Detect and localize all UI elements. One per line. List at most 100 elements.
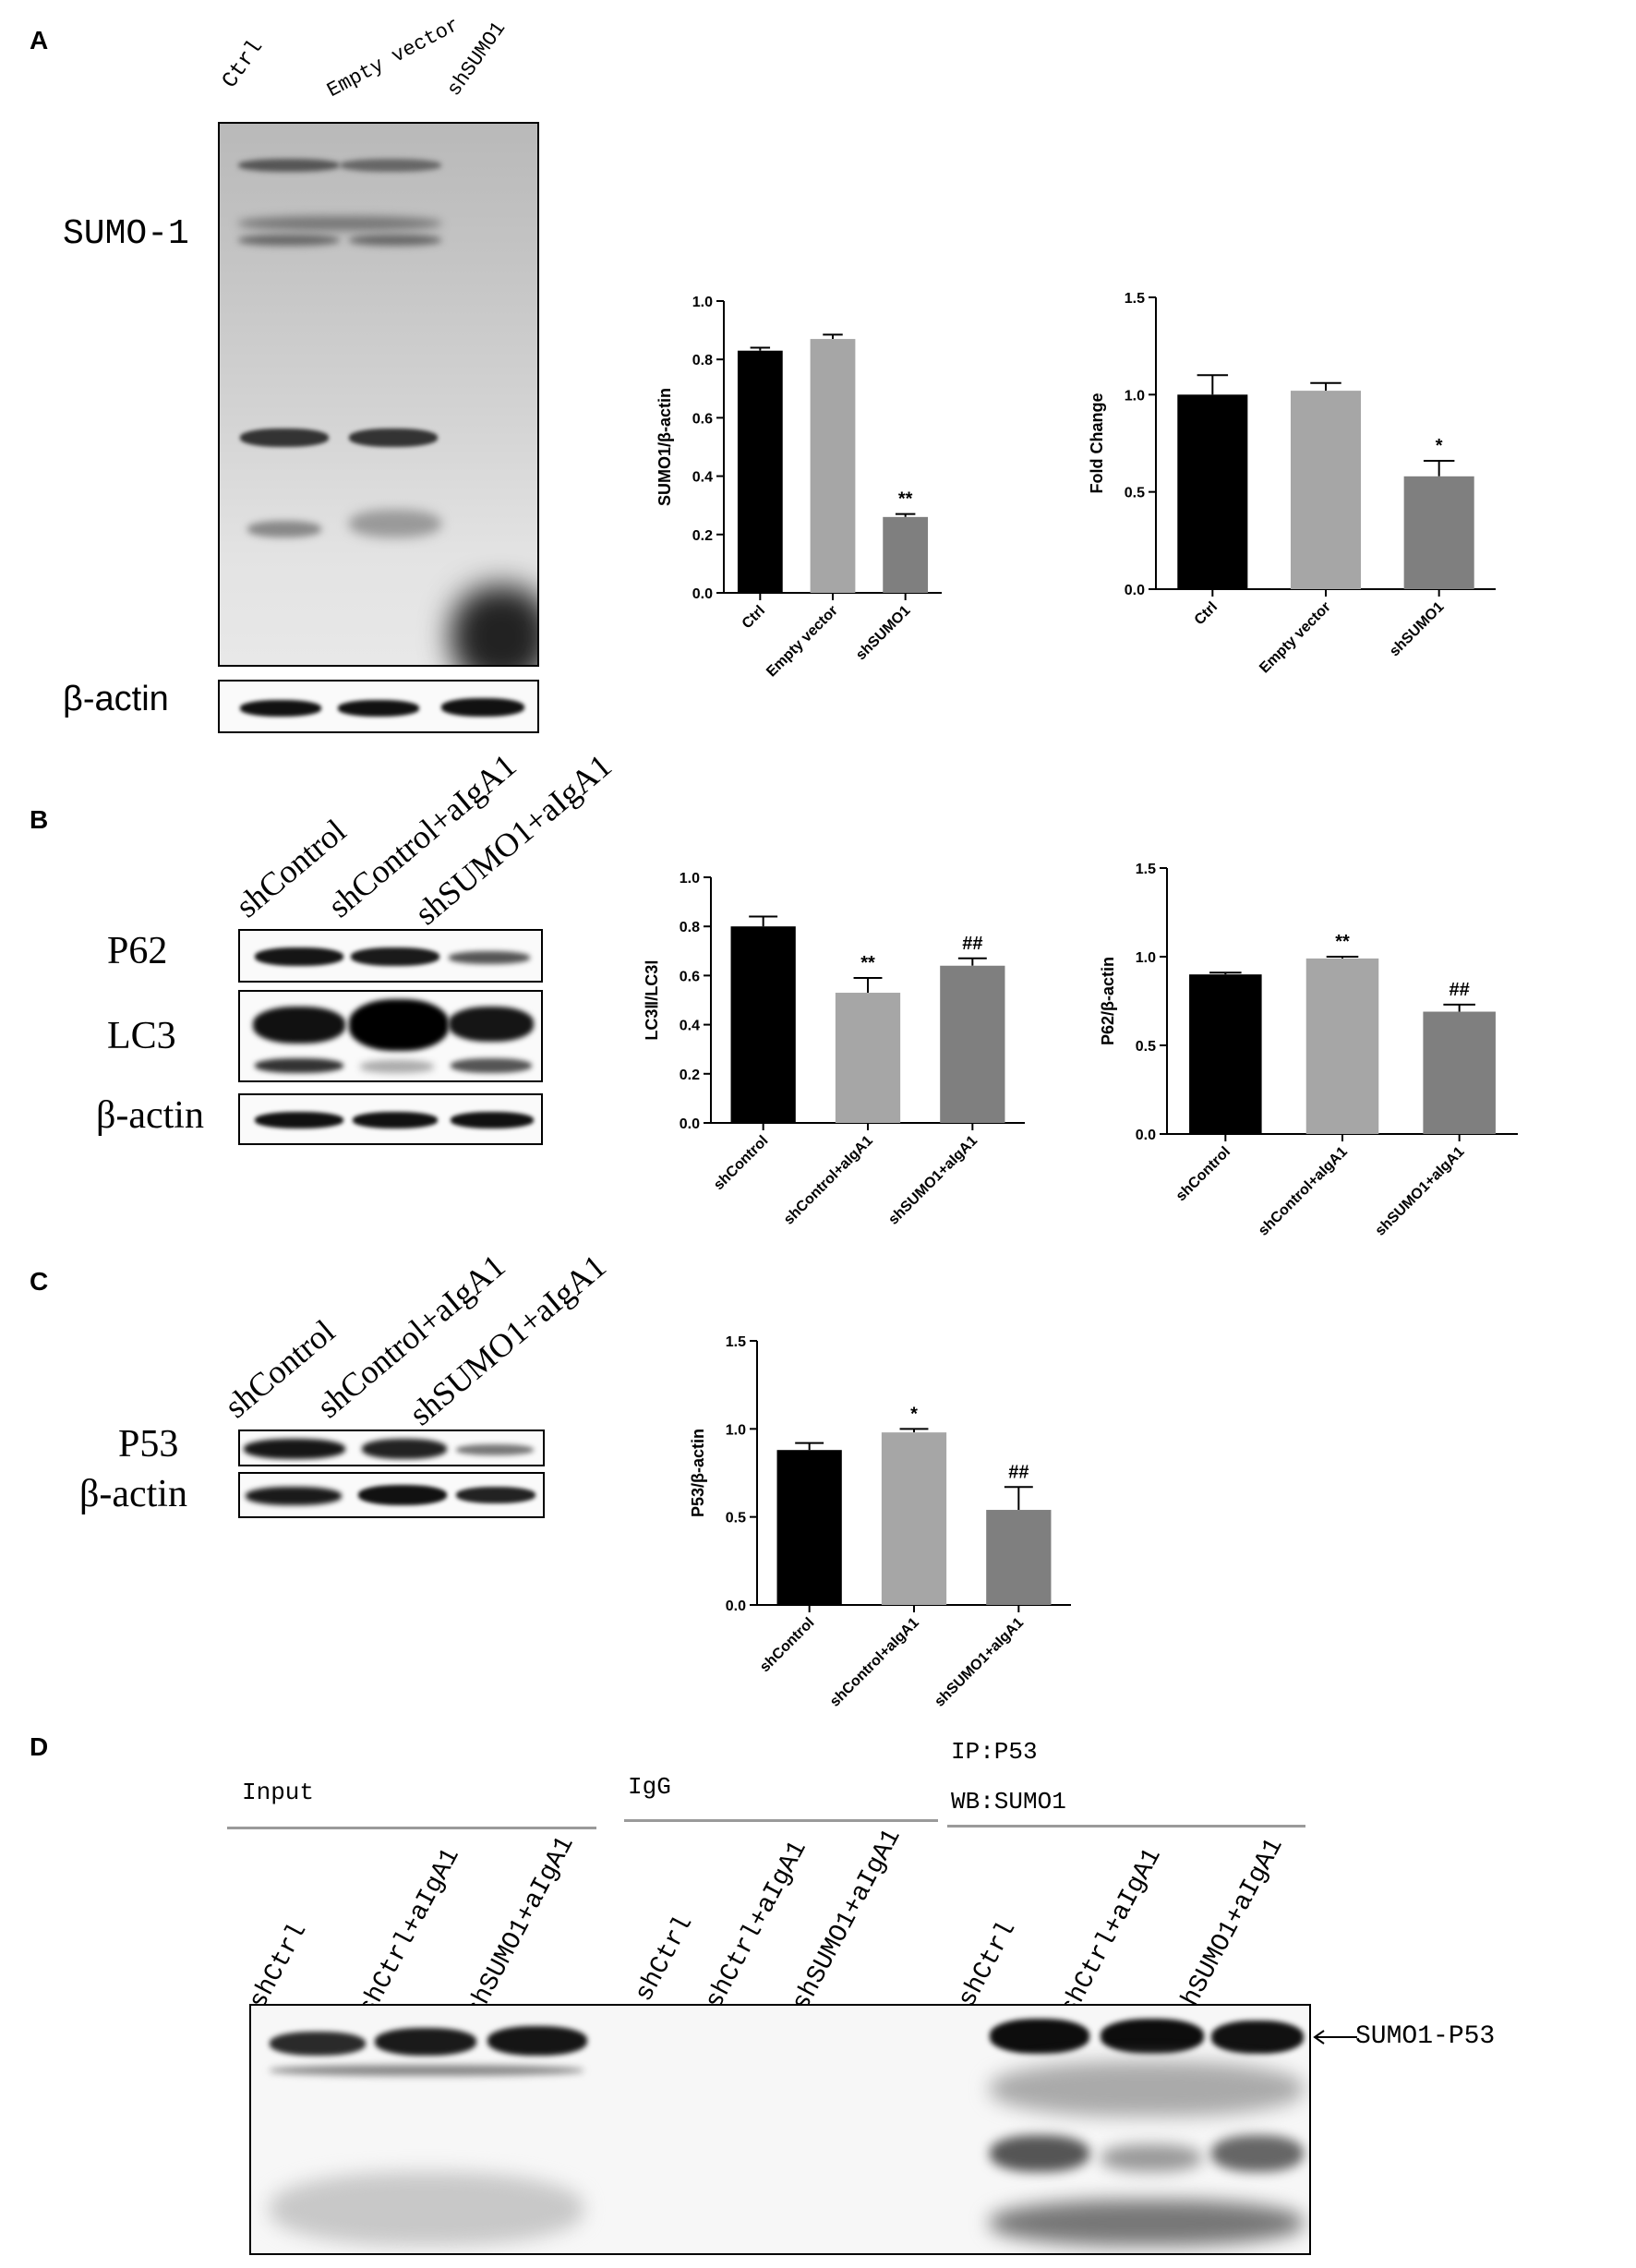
blot-band [451, 1058, 532, 1073]
significance-label: * [910, 1404, 918, 1424]
y-tick-label: 0.8 [680, 920, 700, 935]
blot-band [456, 1487, 535, 1503]
bar [883, 516, 929, 593]
y-tick-label: 1.5 [726, 1334, 746, 1350]
group-underline [624, 1819, 938, 1822]
bar [810, 339, 856, 593]
y-tick-label: 0.5 [1136, 1039, 1156, 1055]
sumo1-blot [218, 122, 539, 667]
y-tick-label: 1.0 [1125, 388, 1145, 404]
y-tick-label: 1.0 [680, 871, 700, 887]
beta-actin-blot-c [238, 1472, 545, 1518]
y-tick-label: 0.8 [692, 353, 713, 368]
blot-band [238, 216, 441, 231]
ip-blot [249, 2004, 1311, 2255]
bar [1423, 1011, 1496, 1134]
blot-band [247, 521, 321, 537]
group-label-ip: IP:P53 [951, 1738, 1038, 1766]
blot-band [349, 428, 438, 447]
y-tick-label: 0.5 [1125, 486, 1145, 501]
blot-band [1101, 2144, 1202, 2172]
blot-band [255, 1112, 343, 1128]
bar [881, 1432, 947, 1605]
group-label-wb: WB:SUMO1 [951, 1788, 1066, 1816]
blot-band [362, 1439, 447, 1459]
x-tick-label: shControl [757, 1615, 817, 1675]
row-label-sumo1: SUMO-1 [63, 214, 189, 254]
group-label-input: Input [242, 1779, 315, 1806]
x-tick-label: shControl+aIgA1 [827, 1615, 922, 1710]
blot-band [255, 1058, 343, 1073]
y-tick-label: 0.5 [726, 1511, 746, 1526]
row-label-beta-actin: β-actin [96, 1094, 204, 1137]
blot-band [441, 698, 524, 717]
bar [986, 1510, 1052, 1605]
bar [1189, 974, 1262, 1134]
blot-band [1211, 2135, 1304, 2172]
x-tick-label: shSUMO1+aIgA1 [932, 1615, 1027, 1710]
blot-band [358, 1485, 447, 1505]
blot-band [451, 1112, 534, 1128]
y-tick-label: 0.0 [726, 1598, 746, 1614]
bar [737, 350, 783, 593]
y-tick-label: 1.0 [692, 295, 713, 310]
blot-band [351, 947, 439, 966]
blot-band [990, 2061, 1304, 2117]
blot-band [990, 2200, 1304, 2246]
blot-band [338, 700, 419, 717]
blot-band [360, 1060, 434, 1073]
group-label-igg: IgG [628, 1773, 671, 1801]
blot-band [240, 428, 329, 447]
blot-band [238, 235, 340, 246]
panel-label-b: B [30, 805, 49, 834]
y-tick-label: 0.0 [680, 1116, 700, 1132]
sumo1-p53-label: SUMO1-P53 [1355, 2022, 1496, 2051]
blot-band [270, 2172, 583, 2246]
bar [1290, 391, 1362, 589]
y-axis-label: Fold Change [1088, 393, 1106, 494]
blot-band [990, 2135, 1089, 2172]
blot-band [238, 159, 340, 172]
blot-band [270, 2032, 366, 2056]
blot-band [349, 235, 441, 246]
blot-band [487, 2026, 587, 2056]
y-tick-label: 0.6 [680, 969, 700, 984]
y-tick-label: 0.0 [692, 586, 713, 602]
bar [730, 926, 796, 1123]
y-tick-label: 0.6 [692, 411, 713, 427]
blot-band [990, 2019, 1089, 2054]
lc3-blot [238, 990, 543, 1082]
y-tick-label: 1.0 [726, 1422, 746, 1438]
significance-label: ** [898, 489, 913, 510]
significance-label: ## [1008, 1462, 1029, 1482]
bar [940, 965, 1005, 1123]
y-tick-label: 0.0 [1125, 583, 1145, 598]
row-label-lc3: LC3 [107, 1015, 176, 1057]
beta-actin-blot-a [218, 680, 539, 733]
blot-band [349, 510, 441, 537]
y-tick-label: 0.2 [692, 528, 713, 544]
bar [776, 1450, 842, 1605]
y-tick-label: 0.2 [680, 1068, 700, 1083]
blot-band [255, 947, 343, 966]
blot-band [353, 1112, 438, 1128]
group-underline [947, 1825, 1305, 1828]
row-label-beta-actin: β-actin [79, 1473, 187, 1515]
significance-label: ## [1450, 980, 1470, 1000]
blot-band [270, 2065, 583, 2076]
row-label-beta-actin: β-actin [63, 680, 169, 718]
bar [1177, 394, 1248, 589]
blot-band [244, 1439, 345, 1459]
panel-label-a: A [30, 26, 49, 54]
group-underline [227, 1827, 596, 1829]
y-tick-label: 0.4 [680, 1019, 700, 1034]
panel-label-d: D [30, 1732, 49, 1761]
y-axis-label: SUMO1/β-actin [656, 388, 674, 506]
y-tick-label: 0.0 [1136, 1128, 1156, 1143]
arrow-icon [1313, 2030, 1357, 2045]
